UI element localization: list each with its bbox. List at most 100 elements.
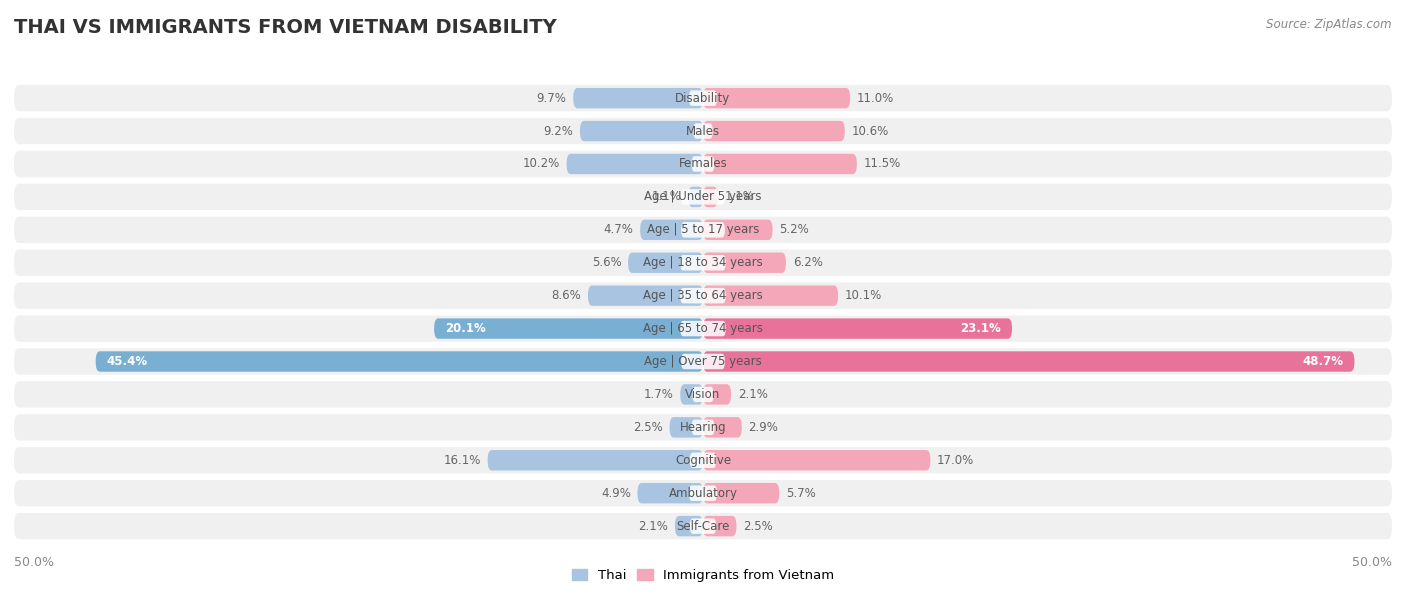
Text: 16.1%: 16.1% — [443, 453, 481, 467]
FancyBboxPatch shape — [628, 253, 703, 273]
FancyBboxPatch shape — [488, 450, 703, 471]
Text: 1.7%: 1.7% — [644, 388, 673, 401]
Text: 10.2%: 10.2% — [523, 157, 560, 171]
FancyBboxPatch shape — [567, 154, 703, 174]
Text: Source: ZipAtlas.com: Source: ZipAtlas.com — [1267, 18, 1392, 31]
Text: 5.6%: 5.6% — [592, 256, 621, 269]
FancyBboxPatch shape — [703, 450, 931, 471]
FancyBboxPatch shape — [692, 387, 714, 402]
FancyBboxPatch shape — [640, 220, 703, 240]
FancyBboxPatch shape — [703, 187, 717, 207]
FancyBboxPatch shape — [434, 318, 703, 339]
FancyBboxPatch shape — [681, 288, 725, 304]
Text: 4.7%: 4.7% — [603, 223, 634, 236]
FancyBboxPatch shape — [692, 420, 714, 435]
Text: Age | 35 to 64 years: Age | 35 to 64 years — [643, 289, 763, 302]
Text: 9.7%: 9.7% — [537, 92, 567, 105]
FancyBboxPatch shape — [574, 88, 703, 108]
Text: 23.1%: 23.1% — [960, 322, 1001, 335]
FancyBboxPatch shape — [681, 255, 725, 271]
FancyBboxPatch shape — [681, 354, 725, 369]
FancyBboxPatch shape — [681, 384, 703, 405]
FancyBboxPatch shape — [669, 417, 703, 438]
FancyBboxPatch shape — [681, 321, 725, 337]
FancyBboxPatch shape — [14, 217, 1392, 243]
Text: Ambulatory: Ambulatory — [668, 487, 738, 499]
Text: Age | Over 75 years: Age | Over 75 years — [644, 355, 762, 368]
FancyBboxPatch shape — [14, 184, 1392, 210]
FancyBboxPatch shape — [703, 88, 851, 108]
Text: Age | Under 5 years: Age | Under 5 years — [644, 190, 762, 203]
Text: Cognitive: Cognitive — [675, 453, 731, 467]
FancyBboxPatch shape — [637, 483, 703, 504]
Text: 5.2%: 5.2% — [779, 223, 808, 236]
FancyBboxPatch shape — [681, 189, 725, 204]
FancyBboxPatch shape — [689, 485, 717, 501]
FancyBboxPatch shape — [703, 121, 845, 141]
Text: 11.0%: 11.0% — [856, 92, 894, 105]
Text: 9.2%: 9.2% — [543, 125, 574, 138]
Text: 45.4%: 45.4% — [107, 355, 148, 368]
FancyBboxPatch shape — [703, 417, 742, 438]
Text: 1.1%: 1.1% — [652, 190, 682, 203]
Text: 17.0%: 17.0% — [938, 453, 974, 467]
FancyBboxPatch shape — [14, 381, 1392, 408]
Text: 1.1%: 1.1% — [724, 190, 754, 203]
Text: Age | 5 to 17 years: Age | 5 to 17 years — [647, 223, 759, 236]
FancyBboxPatch shape — [14, 348, 1392, 375]
FancyBboxPatch shape — [703, 351, 1354, 371]
FancyBboxPatch shape — [703, 253, 786, 273]
FancyBboxPatch shape — [703, 285, 838, 306]
Text: Disability: Disability — [675, 92, 731, 105]
FancyBboxPatch shape — [689, 187, 703, 207]
Text: Age | 18 to 34 years: Age | 18 to 34 years — [643, 256, 763, 269]
Text: Vision: Vision — [685, 388, 721, 401]
FancyBboxPatch shape — [690, 452, 716, 468]
FancyBboxPatch shape — [579, 121, 703, 141]
Text: 48.7%: 48.7% — [1303, 355, 1344, 368]
Text: Age | 65 to 74 years: Age | 65 to 74 years — [643, 322, 763, 335]
Text: 20.1%: 20.1% — [444, 322, 485, 335]
FancyBboxPatch shape — [689, 91, 717, 106]
FancyBboxPatch shape — [14, 447, 1392, 474]
Legend: Thai, Immigrants from Vietnam: Thai, Immigrants from Vietnam — [567, 564, 839, 587]
FancyBboxPatch shape — [703, 384, 731, 405]
FancyBboxPatch shape — [703, 220, 772, 240]
Text: Males: Males — [686, 125, 720, 138]
FancyBboxPatch shape — [703, 154, 856, 174]
Text: 2.5%: 2.5% — [744, 520, 773, 532]
FancyBboxPatch shape — [681, 222, 725, 237]
FancyBboxPatch shape — [690, 518, 716, 534]
FancyBboxPatch shape — [692, 156, 714, 172]
FancyBboxPatch shape — [14, 250, 1392, 276]
Text: 10.1%: 10.1% — [845, 289, 882, 302]
Text: 2.1%: 2.1% — [638, 520, 668, 532]
Text: THAI VS IMMIGRANTS FROM VIETNAM DISABILITY: THAI VS IMMIGRANTS FROM VIETNAM DISABILI… — [14, 18, 557, 37]
FancyBboxPatch shape — [703, 318, 1012, 339]
Text: 6.2%: 6.2% — [793, 256, 823, 269]
Text: 2.9%: 2.9% — [748, 421, 779, 434]
FancyBboxPatch shape — [703, 516, 737, 536]
Text: Hearing: Hearing — [679, 421, 727, 434]
FancyBboxPatch shape — [675, 516, 703, 536]
FancyBboxPatch shape — [14, 414, 1392, 441]
Text: Females: Females — [679, 157, 727, 171]
Text: 4.9%: 4.9% — [600, 487, 631, 499]
Text: 2.1%: 2.1% — [738, 388, 768, 401]
Text: Self-Care: Self-Care — [676, 520, 730, 532]
Text: 2.5%: 2.5% — [633, 421, 662, 434]
FancyBboxPatch shape — [14, 85, 1392, 111]
Text: 10.6%: 10.6% — [852, 125, 889, 138]
FancyBboxPatch shape — [14, 283, 1392, 309]
FancyBboxPatch shape — [588, 285, 703, 306]
Text: 5.7%: 5.7% — [786, 487, 815, 499]
FancyBboxPatch shape — [96, 351, 703, 371]
Text: 8.6%: 8.6% — [551, 289, 581, 302]
FancyBboxPatch shape — [14, 480, 1392, 506]
FancyBboxPatch shape — [14, 315, 1392, 341]
FancyBboxPatch shape — [14, 151, 1392, 177]
FancyBboxPatch shape — [14, 513, 1392, 539]
FancyBboxPatch shape — [693, 123, 713, 139]
Text: 11.5%: 11.5% — [863, 157, 901, 171]
FancyBboxPatch shape — [703, 483, 779, 504]
